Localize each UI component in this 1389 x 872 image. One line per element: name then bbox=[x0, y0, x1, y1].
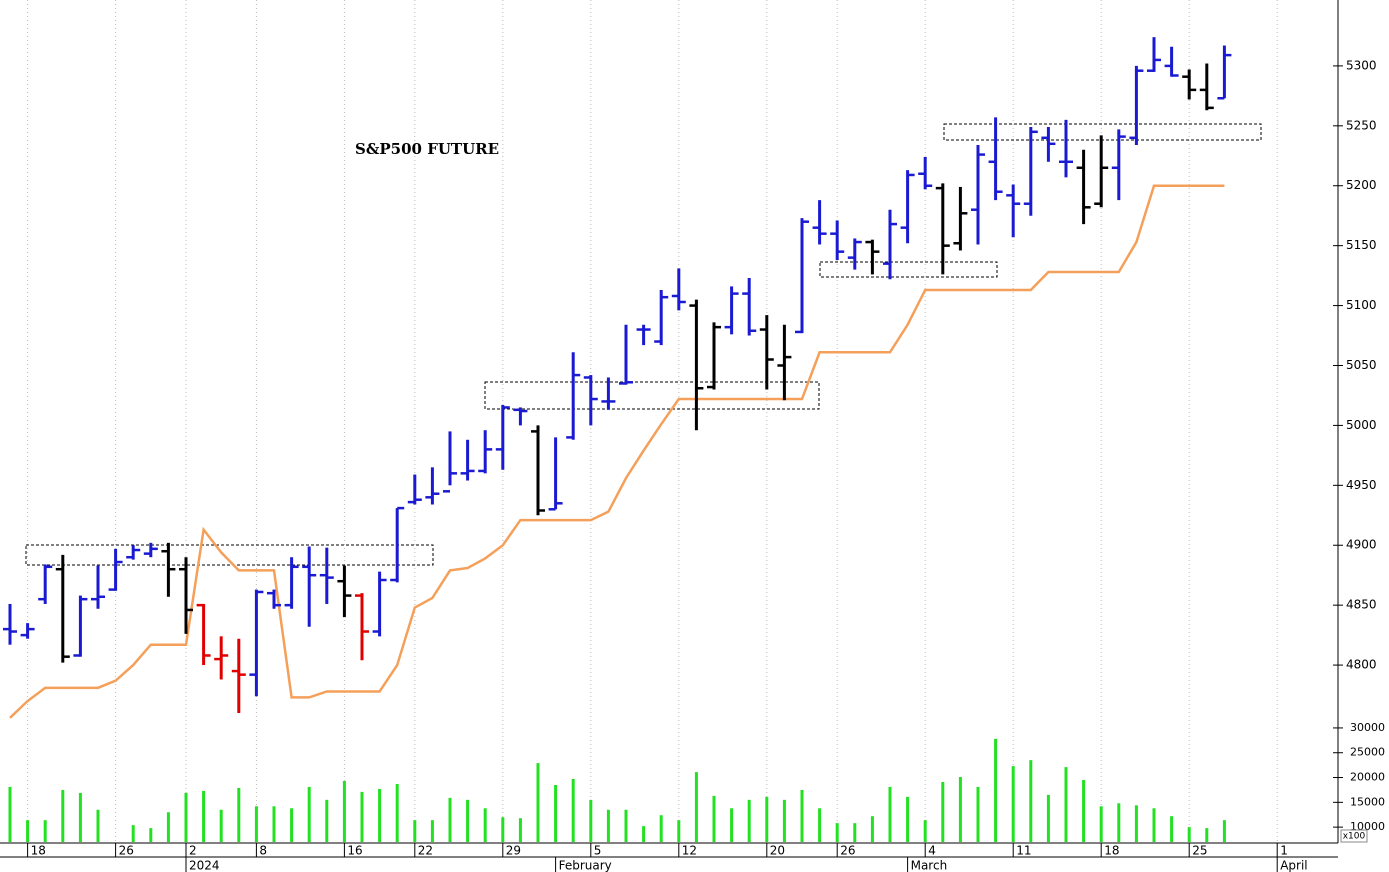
x-tick-label: 4 bbox=[928, 844, 936, 858]
volume-tick-label: 25000 bbox=[1350, 746, 1385, 759]
volume-tick-label: 30000 bbox=[1350, 721, 1385, 734]
x-tick-label: 18 bbox=[1104, 844, 1119, 858]
range-box bbox=[819, 261, 998, 278]
month-label: February bbox=[559, 859, 612, 872]
y-tick-label: 5050 bbox=[1346, 358, 1377, 372]
x-tick-label: 2 bbox=[189, 844, 197, 858]
y-tick-label: 5100 bbox=[1346, 298, 1377, 312]
x-tick-label: 26 bbox=[840, 844, 855, 858]
month-label: April bbox=[1280, 859, 1307, 872]
x-tick-label: 29 bbox=[506, 844, 521, 858]
x-tick-label: 5 bbox=[594, 844, 602, 858]
x-tick-label: 18 bbox=[31, 844, 46, 858]
x-tick-label: 8 bbox=[259, 844, 267, 858]
y-tick-label: 4800 bbox=[1346, 658, 1377, 672]
x-tick-label: 22 bbox=[418, 844, 433, 858]
x-tick-label: 12 bbox=[682, 844, 697, 858]
volume-tick-label: 15000 bbox=[1350, 795, 1385, 808]
month-label: 2024 bbox=[189, 859, 220, 872]
y-tick-label: 5200 bbox=[1346, 178, 1377, 192]
y-tick-label: 4900 bbox=[1346, 538, 1377, 552]
x-tick-label: 26 bbox=[119, 844, 134, 858]
x-tick-label: 11 bbox=[1016, 844, 1031, 858]
x-tick-label: 20 bbox=[770, 844, 785, 858]
chart-title: S&P500 FUTURE bbox=[355, 140, 499, 158]
y-tick-label: 4850 bbox=[1346, 598, 1377, 612]
range-box bbox=[25, 544, 434, 566]
range-box bbox=[484, 381, 820, 410]
y-tick-label: 5000 bbox=[1346, 418, 1377, 432]
stop-line bbox=[9, 184, 1225, 719]
x-tick-label: 25 bbox=[1192, 844, 1207, 858]
y-tick-label: 5300 bbox=[1346, 58, 1377, 72]
volume-tick-label: 20000 bbox=[1350, 771, 1385, 784]
y-tick-label: 4950 bbox=[1346, 478, 1377, 492]
y-tick-label: 5150 bbox=[1346, 238, 1377, 252]
month-label: March bbox=[911, 859, 948, 872]
unit-box bbox=[1340, 829, 1368, 843]
y-tick-label: 5250 bbox=[1346, 118, 1377, 132]
volume-unit: x100 bbox=[1343, 832, 1366, 842]
x-tick-label: 1 bbox=[1280, 844, 1288, 858]
x-tick-label: 16 bbox=[347, 844, 362, 858]
